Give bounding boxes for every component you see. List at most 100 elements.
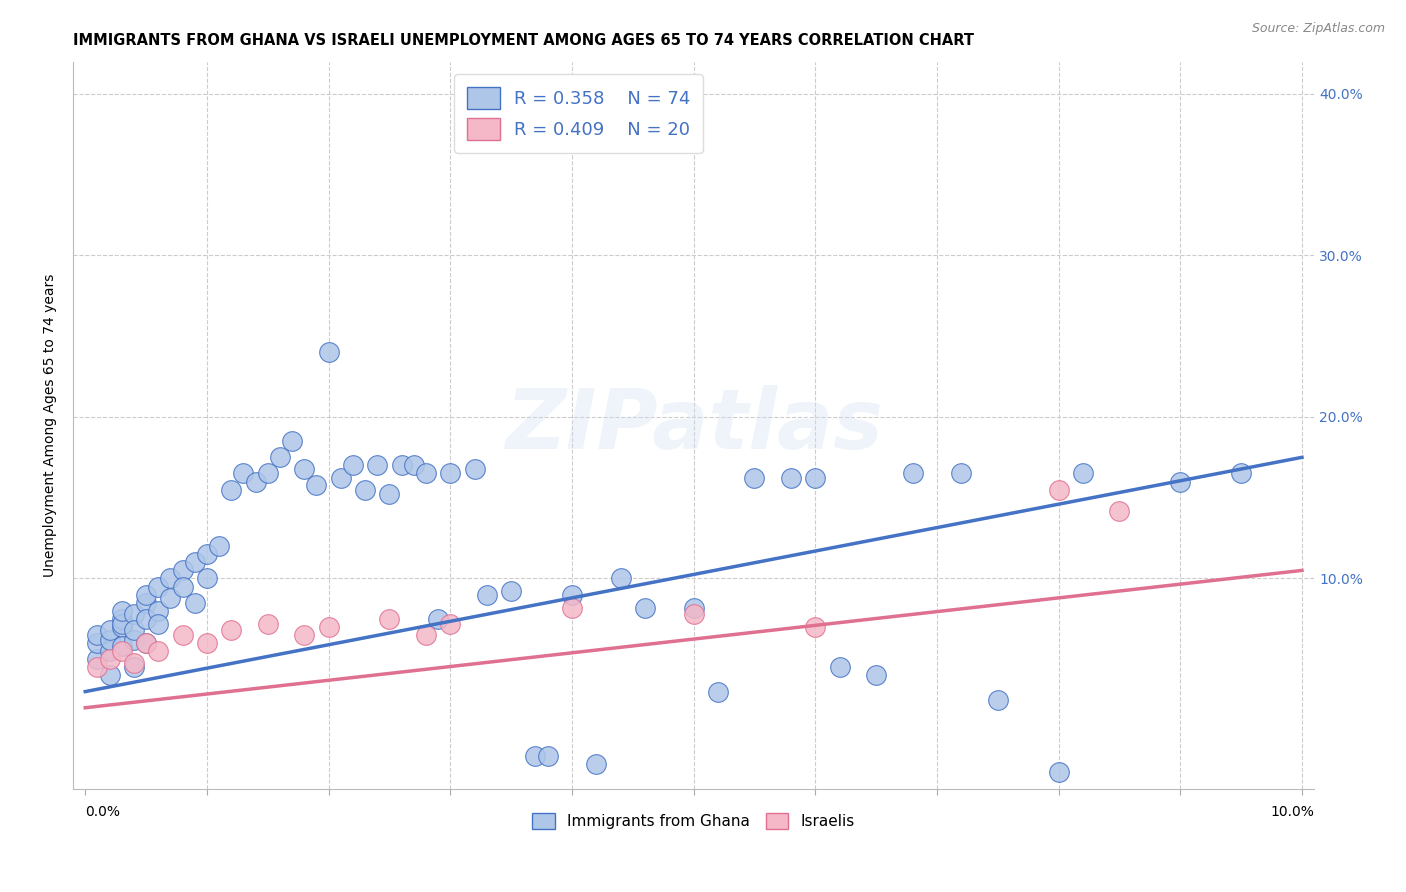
Point <box>501 584 523 599</box>
Point <box>561 600 583 615</box>
Point <box>256 467 278 481</box>
Point <box>184 555 207 569</box>
Point <box>172 580 194 594</box>
Point <box>1071 467 1094 481</box>
Point <box>536 749 558 764</box>
Point <box>987 692 1010 706</box>
Point <box>111 640 134 654</box>
Point <box>901 467 924 481</box>
Point <box>1047 765 1070 780</box>
Point <box>135 636 157 650</box>
Point <box>86 636 108 650</box>
Point <box>98 632 121 647</box>
Point <box>86 660 108 674</box>
Point <box>122 656 145 670</box>
Point <box>804 620 827 634</box>
Point <box>415 628 437 642</box>
Point <box>1168 475 1191 489</box>
Point <box>111 620 134 634</box>
Point <box>707 684 730 698</box>
Text: 0.0%: 0.0% <box>86 805 121 819</box>
Point <box>744 471 766 485</box>
Point <box>378 487 401 501</box>
Point <box>439 616 461 631</box>
Point <box>354 483 377 497</box>
Point <box>292 628 315 642</box>
Point <box>402 458 425 473</box>
Point <box>172 563 194 577</box>
Point <box>148 616 170 631</box>
Point <box>318 620 340 634</box>
Point <box>122 632 145 647</box>
Point <box>159 572 181 586</box>
Point <box>122 623 145 637</box>
Point <box>561 588 583 602</box>
Text: IMMIGRANTS FROM GHANA VS ISRAELI UNEMPLOYMENT AMONG AGES 65 TO 74 YEARS CORRELAT: IMMIGRANTS FROM GHANA VS ISRAELI UNEMPLO… <box>73 33 974 48</box>
Point <box>98 623 121 637</box>
Point <box>184 596 207 610</box>
Point <box>427 612 450 626</box>
Text: 10.0%: 10.0% <box>1270 805 1315 819</box>
Point <box>135 612 157 626</box>
Point <box>269 450 291 465</box>
Point <box>98 652 121 666</box>
Point <box>245 475 267 489</box>
Point <box>950 467 973 481</box>
Point <box>256 616 278 631</box>
Point <box>464 461 486 475</box>
Point <box>415 467 437 481</box>
Legend: Immigrants from Ghana, Israelis: Immigrants from Ghana, Israelis <box>526 807 860 836</box>
Point <box>159 591 181 605</box>
Point <box>865 668 887 682</box>
Point <box>195 572 218 586</box>
Point <box>172 628 194 642</box>
Point <box>342 458 364 473</box>
Point <box>122 607 145 621</box>
Point <box>682 607 704 621</box>
Point <box>111 604 134 618</box>
Text: ZIPatlas: ZIPatlas <box>505 384 883 466</box>
Point <box>682 600 704 615</box>
Point <box>391 458 413 473</box>
Point <box>1108 503 1130 517</box>
Point <box>475 588 498 602</box>
Point <box>219 623 242 637</box>
Text: Source: ZipAtlas.com: Source: ZipAtlas.com <box>1251 22 1385 36</box>
Point <box>148 580 170 594</box>
Point <box>585 757 607 772</box>
Point <box>524 749 547 764</box>
Point <box>98 644 121 658</box>
Point <box>195 547 218 561</box>
Point <box>439 467 461 481</box>
Point <box>135 588 157 602</box>
Point <box>208 539 231 553</box>
Point <box>292 461 315 475</box>
Point <box>195 636 218 650</box>
Point <box>1047 483 1070 497</box>
Point <box>634 600 657 615</box>
Point <box>281 434 304 449</box>
Point <box>111 612 134 626</box>
Point <box>780 471 803 485</box>
Y-axis label: Unemployment Among Ages 65 to 74 years: Unemployment Among Ages 65 to 74 years <box>44 273 58 577</box>
Point <box>135 596 157 610</box>
Point <box>828 660 851 674</box>
Point <box>378 612 401 626</box>
Point <box>329 471 352 485</box>
Point <box>135 636 157 650</box>
Point <box>366 458 388 473</box>
Point <box>148 604 170 618</box>
Point <box>1230 467 1253 481</box>
Point <box>219 483 242 497</box>
Point <box>804 471 827 485</box>
Point <box>122 660 145 674</box>
Point <box>98 668 121 682</box>
Point <box>86 628 108 642</box>
Point <box>609 572 631 586</box>
Point <box>111 644 134 658</box>
Point <box>305 477 328 491</box>
Point <box>86 652 108 666</box>
Point <box>111 616 134 631</box>
Point <box>232 467 254 481</box>
Point <box>148 644 170 658</box>
